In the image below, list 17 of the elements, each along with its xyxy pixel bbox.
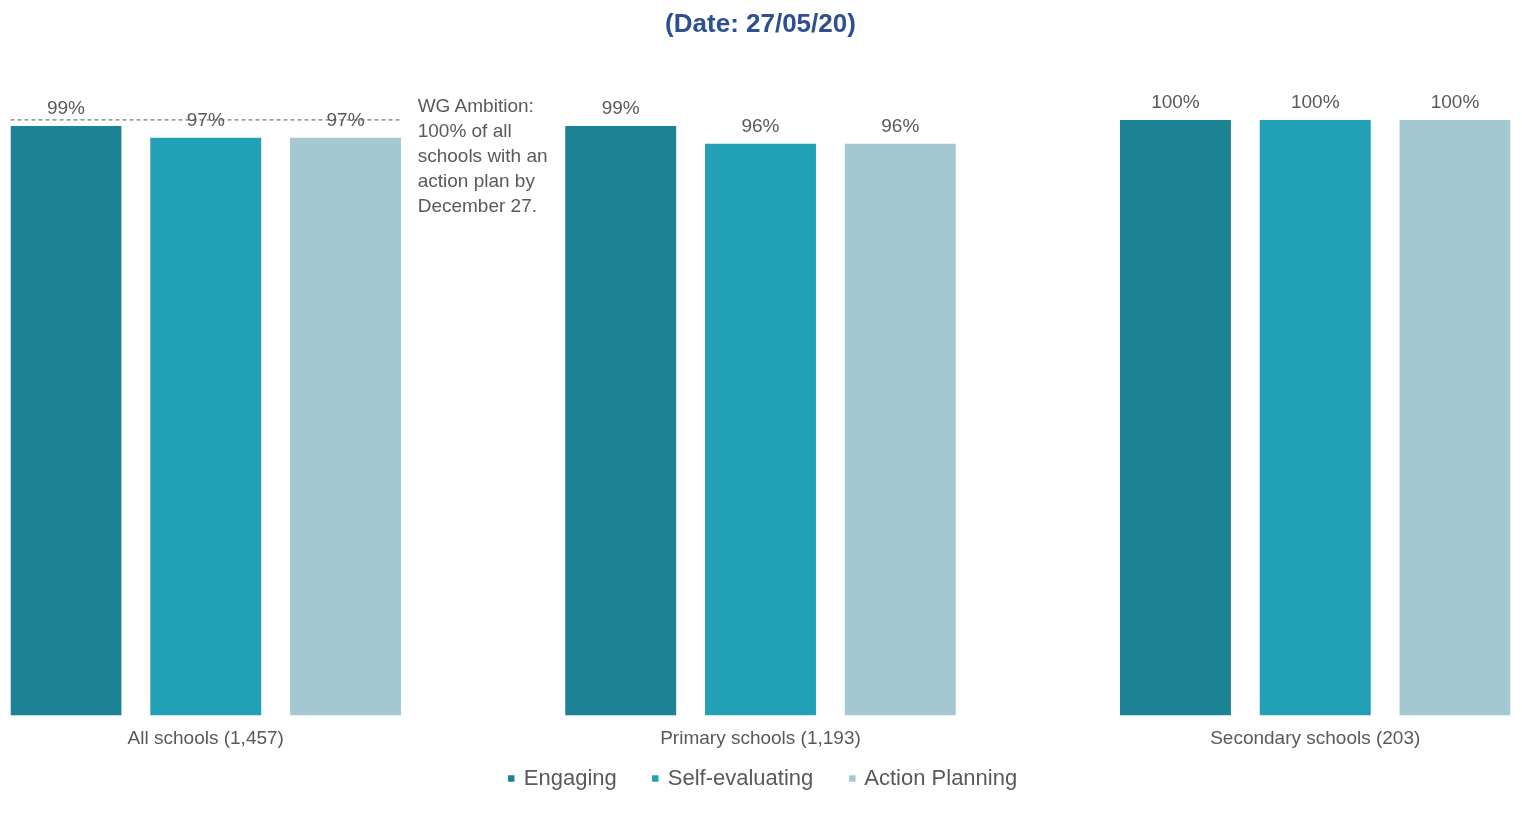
x-tick-label: Secondary schools (203) bbox=[1210, 726, 1421, 748]
data-label: 96% bbox=[741, 114, 780, 136]
ref-line-label: WG Ambition: 100% of all schools with an action plan by December 27. bbox=[417, 95, 548, 217]
legend-label: Engaging bbox=[523, 764, 617, 791]
x-tick-label: All schools (1,457) bbox=[127, 726, 284, 748]
data-label: 99% bbox=[601, 96, 640, 118]
data-label: 100% bbox=[1151, 90, 1200, 112]
data-label: 96% bbox=[881, 114, 920, 136]
chart-title: (Date: 27/05/20) bbox=[665, 7, 856, 38]
data-label: 100% bbox=[1290, 90, 1340, 112]
data-label: 100% bbox=[1430, 90, 1480, 112]
x-tick-label: Primary schools (1,193) bbox=[660, 726, 861, 748]
data-label: 97% bbox=[186, 108, 225, 130]
legend-label: Action Planning bbox=[864, 764, 1018, 791]
data-label: 99% bbox=[46, 96, 86, 118]
legend-label: Self-evaluating bbox=[667, 764, 814, 791]
data-label: 97% bbox=[326, 108, 365, 130]
